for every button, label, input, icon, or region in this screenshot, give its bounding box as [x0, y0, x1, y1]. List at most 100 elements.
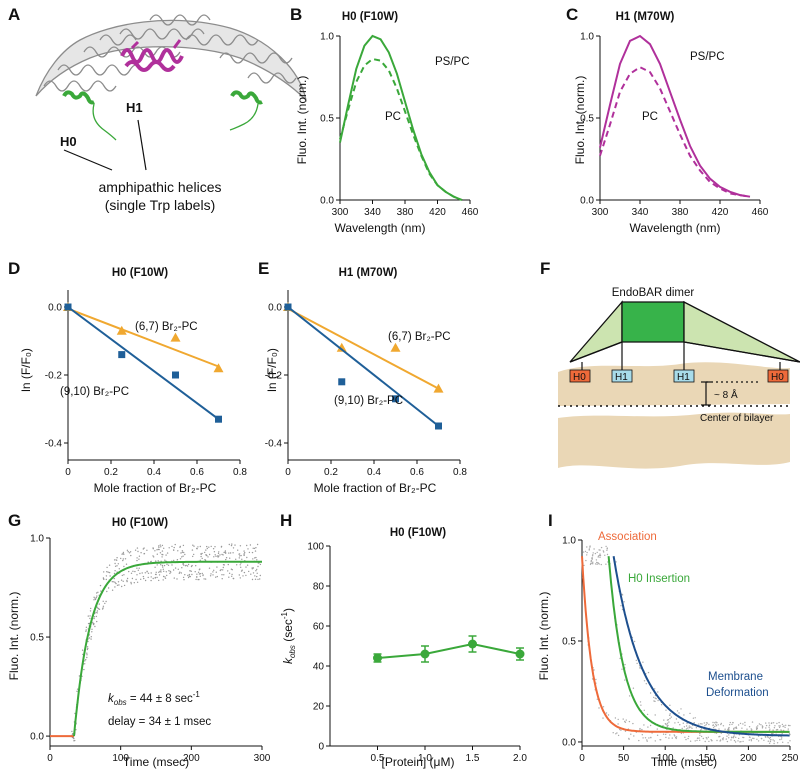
- chart-i-data-point: [756, 727, 758, 730]
- chart-d-ylabel: ln (F/F₀): [19, 348, 33, 392]
- chart-g-data-point: [150, 579, 152, 582]
- chart-g-data-point: [200, 553, 202, 555]
- chart-g-data-point: [85, 659, 87, 661]
- chart-i-data-point: [657, 699, 659, 702]
- chart-i-data-point: [708, 740, 710, 743]
- chart-g-data-point: [97, 591, 99, 593]
- chart-e-series1-label: (6,7) Br₂-PC: [388, 331, 451, 343]
- chart-g-data-point: [210, 573, 212, 575]
- chart-g-data-point: [243, 554, 245, 556]
- chart-g-data-point: [146, 549, 148, 551]
- chart-g-data-point: [232, 577, 234, 580]
- chart-i-data-point: [773, 727, 776, 729]
- chart-i-data-point: [660, 704, 663, 706]
- chart-d-xtick-label-1: 0.2: [104, 467, 118, 478]
- chart-g-data-point: [156, 553, 158, 555]
- chart-g-data-point: [174, 543, 176, 546]
- chart-g-data-point: [93, 617, 95, 620]
- chart-g-data-point: [86, 652, 88, 654]
- lower-leaflet: [558, 412, 790, 469]
- chart-g-data-point: [208, 546, 210, 548]
- chart-i-data-point: [726, 740, 729, 743]
- chart-g-data-point: [124, 558, 127, 560]
- chart-i-data-point: [654, 714, 656, 716]
- chart-g-data-point: [193, 545, 195, 547]
- chart-i-data-point: [665, 709, 667, 711]
- chart-i-data-point: [715, 723, 717, 726]
- chart-g-data-point: [237, 549, 239, 551]
- chart-g-data-point: [254, 557, 256, 559]
- chart-h-ytick-label-3: 60: [313, 622, 325, 633]
- chart-i-data-point: [741, 727, 743, 729]
- chart-i-data-point: [763, 739, 765, 741]
- chart-i-data-point: [689, 712, 691, 715]
- h1-left-label: H1: [615, 372, 628, 383]
- chart-g-data-point: [174, 567, 177, 569]
- h1-right-label: H1: [677, 372, 690, 383]
- chart-i-data-point: [632, 722, 634, 725]
- chart-i-data-point: [597, 556, 599, 558]
- chart-g-xtick-label-3: 300: [254, 753, 271, 764]
- chart-i-data-point: [699, 732, 701, 734]
- chart-i-data-point: [598, 549, 600, 551]
- chart-g-kobs: kobs = 44 ± 8 sec-1: [108, 690, 200, 707]
- chart-i-data-point: [748, 726, 751, 728]
- h1-label: H1: [126, 100, 143, 115]
- chart-i-data-point: [753, 737, 755, 740]
- chart-h-line: [377, 642, 521, 659]
- chart-g-data-point: [256, 568, 258, 571]
- chart-i-data-point: [625, 719, 627, 721]
- chart-h-xlabel: [Protein] (μM): [382, 755, 455, 769]
- chart-g-data-point: [140, 552, 142, 554]
- chart-g-data-point: [217, 552, 220, 555]
- chart-g-data-point: [125, 563, 128, 565]
- chart-g-data-point: [166, 563, 168, 565]
- chart-g-data-point: [215, 571, 217, 573]
- chart-g-data-point: [187, 576, 190, 579]
- chart-g-data-point: [93, 616, 96, 618]
- chart-g-data-point: [240, 566, 242, 568]
- chart-g-data-point: [172, 569, 175, 571]
- chart-i-data-point: [668, 721, 670, 723]
- chart-g-data-point: [160, 571, 162, 573]
- chart-g-data-point: [224, 552, 227, 554]
- chart-i-data-point: [643, 709, 645, 711]
- chart-b-ytick-label-0: 0.0: [320, 196, 334, 207]
- chart-i-data-point: [646, 740, 648, 742]
- chart-g-data-point: [225, 557, 228, 559]
- chart-i-data-point: [619, 728, 621, 731]
- chart-g-data-point: [146, 571, 148, 573]
- chart-i-data-point: [735, 736, 737, 738]
- chart-i-data-point: [735, 727, 738, 729]
- chart-i-data-point: [596, 563, 598, 565]
- chart-g-data-point: [106, 590, 108, 593]
- panel-h-letter: H: [280, 511, 292, 530]
- chart-i-data-point: [730, 739, 732, 741]
- chart-i-data-point: [599, 553, 601, 555]
- chart-i-data-point: [711, 740, 713, 742]
- chart-g-data-point: [223, 574, 225, 576]
- chart-g-data-point: [117, 563, 120, 565]
- chart-i-data-point: [596, 561, 598, 564]
- chart-g-data-point: [95, 611, 97, 614]
- chart-c-ytick-label-2: 1.0: [580, 32, 594, 43]
- chart-d-ytick-label-2: -0.4: [45, 439, 63, 450]
- chart-d-title: H0 (F10W): [112, 267, 168, 279]
- chart-g-data-point: [230, 544, 233, 547]
- chart-g-data-point: [130, 581, 132, 584]
- chart-g-data-point: [195, 578, 197, 581]
- chart-i-xtick-label-5: 250: [782, 753, 799, 764]
- chart-i-data-point: [769, 740, 772, 743]
- chart-g-data-point: [228, 576, 230, 578]
- chart-g-data-point: [116, 584, 119, 586]
- chart-i-data-point: [704, 725, 706, 727]
- chart-g-data-point: [158, 548, 160, 551]
- chart-i-data-point: [705, 724, 707, 726]
- chart-g-data-point: [152, 577, 154, 580]
- chart-i-data-point: [669, 713, 671, 715]
- chart-i-data-point: [586, 551, 588, 554]
- chart-i-ytick-label-2: 1.0: [562, 536, 576, 547]
- chart-i-data-point: [715, 732, 718, 734]
- chart-i-data-point: [702, 737, 704, 740]
- chart-i-data-point: [654, 697, 656, 699]
